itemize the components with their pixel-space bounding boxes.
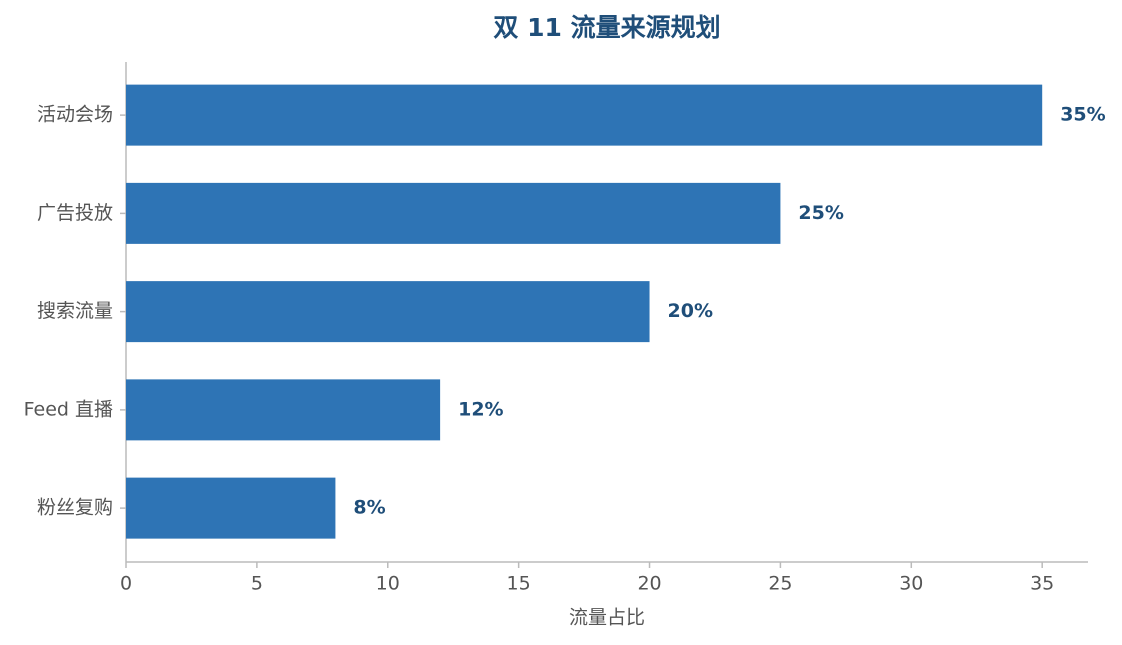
bar	[126, 477, 336, 539]
x-tick-label: 30	[899, 573, 923, 595]
y-tick-label: 搜索流量	[37, 300, 113, 322]
value-label: 8%	[353, 497, 385, 519]
value-label: 20%	[668, 300, 713, 322]
y-tick-label: 粉丝复购	[37, 497, 113, 519]
bar	[126, 281, 650, 343]
x-tick-label: 5	[251, 573, 263, 595]
x-tick-label: 20	[637, 573, 661, 595]
y-tick-label: Feed 直播	[24, 398, 113, 420]
value-label: 12%	[458, 398, 503, 420]
bar	[126, 379, 441, 441]
x-tick-label: 0	[120, 573, 132, 595]
y-tick-label: 广告投放	[37, 202, 113, 224]
bar	[126, 84, 1043, 146]
x-tick-label: 10	[376, 573, 400, 595]
x-axis-label: 流量占比	[569, 607, 645, 629]
bar	[126, 182, 781, 244]
x-tick-label: 35	[1030, 573, 1054, 595]
chart-title: 双 11 流量来源规划	[493, 13, 720, 42]
value-label: 25%	[798, 202, 843, 224]
x-tick-label: 25	[768, 573, 792, 595]
x-tick-label: 15	[507, 573, 531, 595]
value-label: 35%	[1060, 104, 1105, 126]
y-tick-label: 活动会场	[37, 104, 113, 126]
